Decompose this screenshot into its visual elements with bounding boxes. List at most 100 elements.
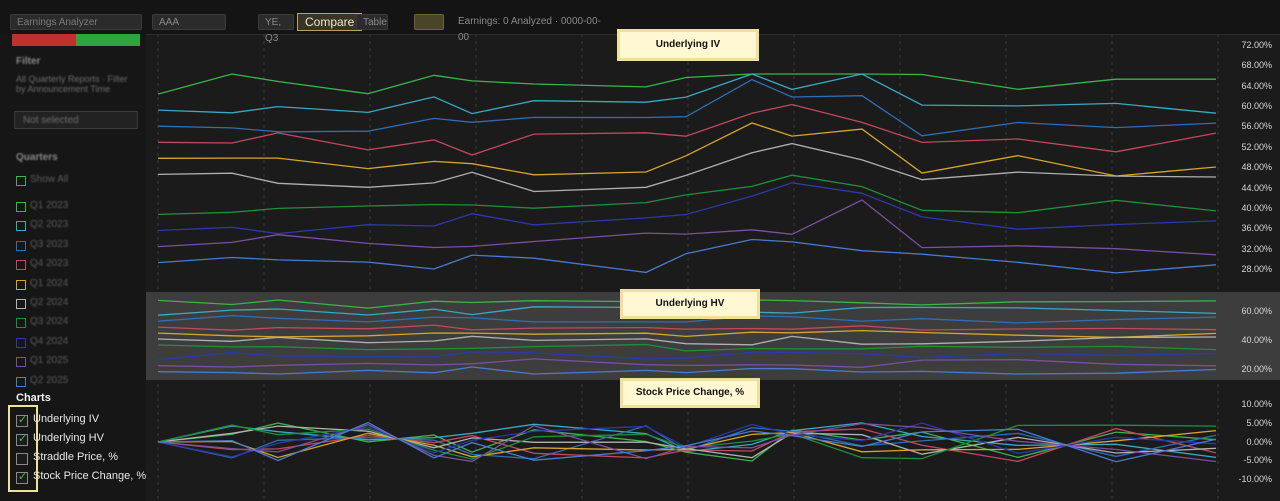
legend-swatch bbox=[16, 260, 26, 271]
ratio-bar bbox=[12, 34, 140, 46]
filter-description: All Quarterly Reports · Filter by Announ… bbox=[16, 74, 128, 94]
y-tick-label: 56.00% bbox=[1241, 121, 1272, 132]
y-tick-label: 44.00% bbox=[1241, 182, 1272, 193]
legend-swatch bbox=[16, 176, 26, 186]
options-button[interactable]: Table bbox=[356, 14, 388, 30]
show-all-item[interactable]: Show All bbox=[16, 174, 126, 186]
y-tick-label: 52.00% bbox=[1241, 141, 1272, 152]
series-line bbox=[157, 315, 1217, 324]
legend-label: Show All bbox=[30, 174, 69, 185]
chart-toggle-checkbox[interactable] bbox=[16, 470, 28, 484]
filter-select-value: Not selected bbox=[23, 115, 79, 126]
series-line bbox=[157, 182, 1217, 235]
quarter-item[interactable]: Q1 2023 bbox=[16, 200, 126, 212]
legend-label: Q2 2023 bbox=[30, 219, 69, 231]
legend-label: Q4 2023 bbox=[30, 258, 69, 270]
charts-title: Charts bbox=[16, 392, 51, 404]
chart-area: Underlying IV Underlying HV Stock Price … bbox=[146, 29, 1280, 501]
legend-label: Q3 2024 bbox=[30, 316, 69, 328]
symbol-input[interactable]: AAA bbox=[152, 14, 226, 30]
quarter-item[interactable]: Q4 2023 bbox=[16, 258, 126, 271]
y-tick-label: 10.00% bbox=[1241, 399, 1272, 409]
price-chart-label: Stock Price Change, % bbox=[620, 378, 760, 408]
y-tick-label: 20.00% bbox=[1241, 364, 1272, 374]
legend-label: Q4 2024 bbox=[30, 335, 69, 347]
legend-label: Q3 2023 bbox=[30, 238, 69, 250]
series-line bbox=[157, 366, 1217, 375]
chart-toggle-label: Straddle Price, % bbox=[33, 451, 118, 463]
quarter-item[interactable]: Q3 2024 bbox=[16, 316, 126, 329]
legend-swatch bbox=[16, 221, 26, 232]
legend-label: Q2 2025 bbox=[30, 374, 69, 386]
legend-swatch bbox=[16, 376, 26, 387]
chart-toggle[interactable]: Underlying IV bbox=[16, 413, 144, 431]
series-line bbox=[157, 422, 1217, 463]
ratio-bar-green bbox=[76, 34, 140, 46]
y-tick-label: 28.00% bbox=[1241, 264, 1272, 274]
y-tick-label: 64.00% bbox=[1241, 80, 1272, 91]
quarter-item[interactable]: Q1 2024 bbox=[16, 278, 126, 290]
quarter-item[interactable]: Q2 2025 bbox=[16, 375, 126, 387]
series-line bbox=[157, 73, 1217, 115]
quarter-item[interactable]: Q3 2023 bbox=[16, 239, 126, 251]
y-tick-label: 0.00% bbox=[1246, 436, 1272, 447]
quarter-item[interactable]: Q4 2024 bbox=[16, 336, 126, 348]
chart-toggle[interactable]: Underlying HV bbox=[16, 432, 144, 450]
series-line bbox=[157, 343, 1217, 352]
hv-chart-label: Underlying HV bbox=[620, 289, 760, 319]
toggle-button[interactable] bbox=[414, 14, 444, 30]
y-tick-label: 40.00% bbox=[1241, 335, 1272, 345]
y-tick-label: -5.00% bbox=[1243, 455, 1272, 466]
chart-toggle-checkbox[interactable] bbox=[16, 453, 28, 465]
chart-toggle-label: Underlying IV bbox=[33, 413, 100, 425]
quarters-title: Quarters bbox=[16, 152, 58, 163]
y-tick-label: 72.00% bbox=[1241, 40, 1272, 50]
y-tick-label: 68.00% bbox=[1241, 60, 1272, 71]
legend-swatch bbox=[16, 299, 26, 309]
ratio-bar-red bbox=[12, 34, 76, 46]
series-line bbox=[157, 324, 1217, 331]
series-line bbox=[157, 425, 1217, 459]
chart-toggle-label: Underlying HV bbox=[33, 432, 104, 444]
chart-lines-svg bbox=[157, 34, 1219, 501]
series-line bbox=[157, 142, 1217, 193]
y-tick-label: 40.00% bbox=[1241, 202, 1272, 213]
legend-swatch bbox=[16, 279, 26, 290]
legend-swatch bbox=[16, 357, 26, 368]
legend-swatch bbox=[16, 318, 26, 329]
series-line bbox=[157, 424, 1217, 460]
chart-toggle-checkbox[interactable] bbox=[16, 432, 28, 446]
filter-title: Filter bbox=[16, 56, 41, 67]
series-line bbox=[157, 335, 1217, 346]
iv-chart-label: Underlying IV bbox=[617, 29, 759, 61]
status-text: Earnings: 0 Analyzed · 0000-00-00 bbox=[458, 16, 601, 43]
chart-toggle[interactable]: Straddle Price, % bbox=[16, 451, 144, 469]
checkbox-highlight bbox=[8, 405, 38, 492]
chart-toggle-label: Stock Price Change, % bbox=[33, 470, 147, 482]
y-tick-label: 32.00% bbox=[1241, 243, 1272, 254]
compare-button[interactable]: Compare bbox=[297, 13, 363, 31]
filter-select[interactable]: Not selected bbox=[14, 111, 138, 129]
series-line bbox=[157, 122, 1217, 177]
quarter-item[interactable]: Q2 2023 bbox=[16, 219, 126, 232]
legend-label: Q1 2023 bbox=[30, 200, 69, 211]
quarter-item[interactable]: Q2 2024 bbox=[16, 297, 126, 309]
series-line bbox=[157, 351, 1217, 361]
series-line bbox=[157, 329, 1217, 339]
y-tick-label: 5.00% bbox=[1246, 417, 1272, 428]
series-line bbox=[157, 238, 1217, 274]
series-line bbox=[157, 78, 1217, 137]
series-line bbox=[157, 199, 1217, 256]
series-line bbox=[157, 73, 1216, 95]
quarter-item[interactable]: Q1 2025 bbox=[16, 355, 126, 368]
chart-toggle[interactable]: Stock Price Change, % bbox=[16, 470, 147, 488]
legend-swatch bbox=[16, 240, 26, 251]
chart-toggle-checkbox[interactable] bbox=[16, 413, 28, 427]
legend-swatch bbox=[16, 337, 26, 348]
legend-label: Q1 2024 bbox=[30, 277, 69, 289]
y-tick-label: 60.00% bbox=[1241, 101, 1272, 112]
y-tick-label: 60.00% bbox=[1241, 306, 1272, 316]
series-line bbox=[157, 421, 1217, 463]
range-selector[interactable]: YE, Q3 bbox=[258, 14, 294, 44]
app-title-chip: Earnings Analyzer bbox=[10, 14, 142, 30]
